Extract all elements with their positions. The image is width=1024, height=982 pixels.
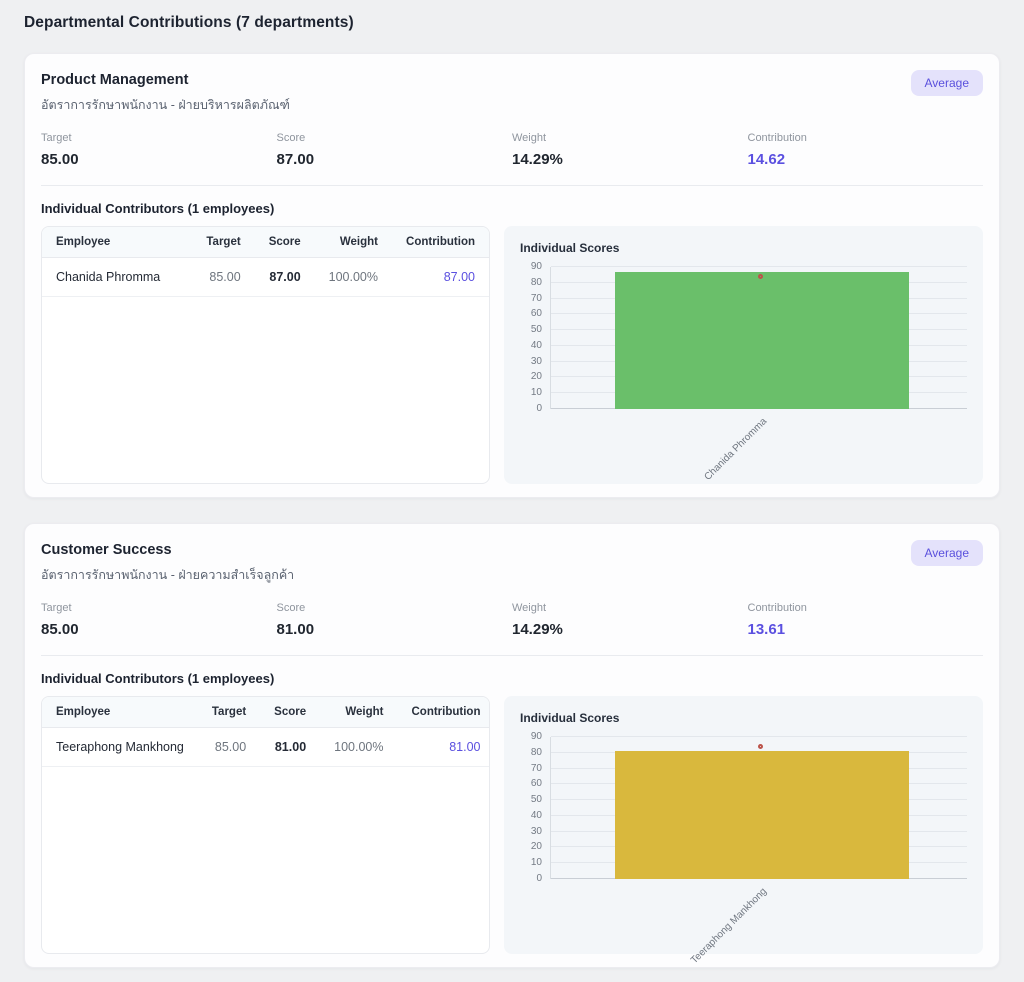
chart-y-axis: 0 10 20 30 40 50 60 70 80 90: [530, 731, 542, 884]
individual-scores-chart: Individual Scores 0 10 20 30 40 50 60 70 80 90 Te…: [504, 696, 983, 966]
chart-bar: [615, 271, 909, 409]
stat-contribution: Contribution 13.61: [747, 602, 807, 638]
chart-x-axis: Teeraphong Mankhong: [550, 879, 967, 966]
contributors-table: Employee Target Score Weight Contributio…: [41, 696, 490, 954]
cell-target: 85.00: [197, 727, 261, 767]
col-score: Score: [260, 697, 321, 728]
chart-plot: [550, 266, 967, 409]
stat-score: Score 81.00: [276, 602, 315, 638]
aggregation-badge: Average: [910, 70, 983, 96]
table-header-row: Employee Target Score Weight Contributio…: [42, 697, 489, 728]
contributors-heading: Individual Contributors (1 employees): [41, 201, 275, 216]
chart-title: Individual Scores: [520, 711, 620, 725]
stat-contribution: Contribution 14.62: [747, 132, 807, 168]
department-stats: Target 85.00 Score 87.00 Weight 14.29% C…: [41, 132, 983, 168]
chart-plot: [550, 736, 967, 879]
chart-x-label: Chanida Phromma: [702, 416, 770, 483]
cell-score: 81.00: [260, 727, 321, 767]
department-subtitle: อัตราการรักษาพนักงาน - ฝ่ายความสำเร็จลูก…: [41, 568, 295, 582]
table-row: Chanida Phromma 85.00 87.00 100.00% 87.0…: [42, 257, 489, 297]
chart-title: Individual Scores: [520, 241, 620, 255]
department-stats: Target 85.00 Score 81.00 Weight 14.29% C…: [41, 602, 983, 638]
cell-weight: 100.00%: [320, 727, 398, 767]
department-card-product-management: Product Management อัตราการรักษาพนักงาน …: [24, 53, 1000, 498]
divider: [41, 655, 983, 656]
col-contribution: Contribution: [397, 697, 489, 728]
contributors-table: Employee Target Score Weight Contributio…: [41, 226, 490, 484]
col-score: Score: [254, 227, 315, 258]
chart-x-axis: Chanida Phromma: [550, 409, 967, 483]
cell-score: 87.00: [254, 257, 315, 297]
chart-x-label: Teeraphong Mankhong: [689, 886, 770, 967]
department-name: Customer Success: [41, 542, 172, 558]
chart-y-axis: 0 10 20 30 40 50 60 70 80 90: [530, 261, 542, 414]
col-target: Target: [192, 227, 255, 258]
col-weight: Weight: [314, 227, 393, 258]
stat-target: Target 85.00: [41, 602, 79, 638]
stat-weight: Weight 14.29%: [512, 602, 563, 638]
department-subtitle: อัตราการรักษาพนักงาน - ฝ่ายบริหารผลิตภัณ…: [41, 98, 290, 112]
chart-target-marker: [758, 273, 764, 279]
cell-employee: Chanida Phromma: [42, 257, 193, 297]
card-header: Product Management อัตราการรักษาพนักงาน …: [41, 68, 983, 115]
stat-target: Target 85.00: [41, 132, 79, 168]
divider: [41, 185, 983, 186]
stat-score: Score 87.00: [276, 132, 315, 168]
chart-target-marker: [758, 743, 764, 749]
cell-employee: Teeraphong Mankhong: [42, 727, 198, 767]
col-weight: Weight: [320, 697, 398, 728]
cell-target: 85.00: [192, 257, 255, 297]
aggregation-badge: Average: [910, 540, 983, 566]
cell-contribution: 81.00: [397, 727, 489, 767]
cell-weight: 100.00%: [314, 257, 393, 297]
page-title: Departmental Contributions (7 department…: [24, 14, 354, 31]
cell-contribution: 87.00: [392, 257, 489, 297]
department-card-customer-success: Customer Success อัตราการรักษาพนักงาน - …: [24, 523, 1000, 968]
contributors-heading: Individual Contributors (1 employees): [41, 671, 275, 686]
chart-bar: [615, 751, 909, 879]
card-header: Customer Success อัตราการรักษาพนักงาน - …: [41, 538, 983, 585]
col-contribution: Contribution: [392, 227, 489, 258]
col-target: Target: [197, 697, 261, 728]
department-name: Product Management: [41, 72, 189, 88]
col-employee: Employee: [42, 227, 193, 258]
stat-weight: Weight 14.29%: [512, 132, 563, 168]
table-row: Teeraphong Mankhong 85.00 81.00 100.00% …: [42, 727, 489, 767]
col-employee: Employee: [42, 697, 198, 728]
individual-scores-chart: Individual Scores 0 10 20 30 40 50 60 70 80 90 Ch…: [504, 226, 983, 484]
table-header-row: Employee Target Score Weight Contributio…: [42, 227, 489, 258]
